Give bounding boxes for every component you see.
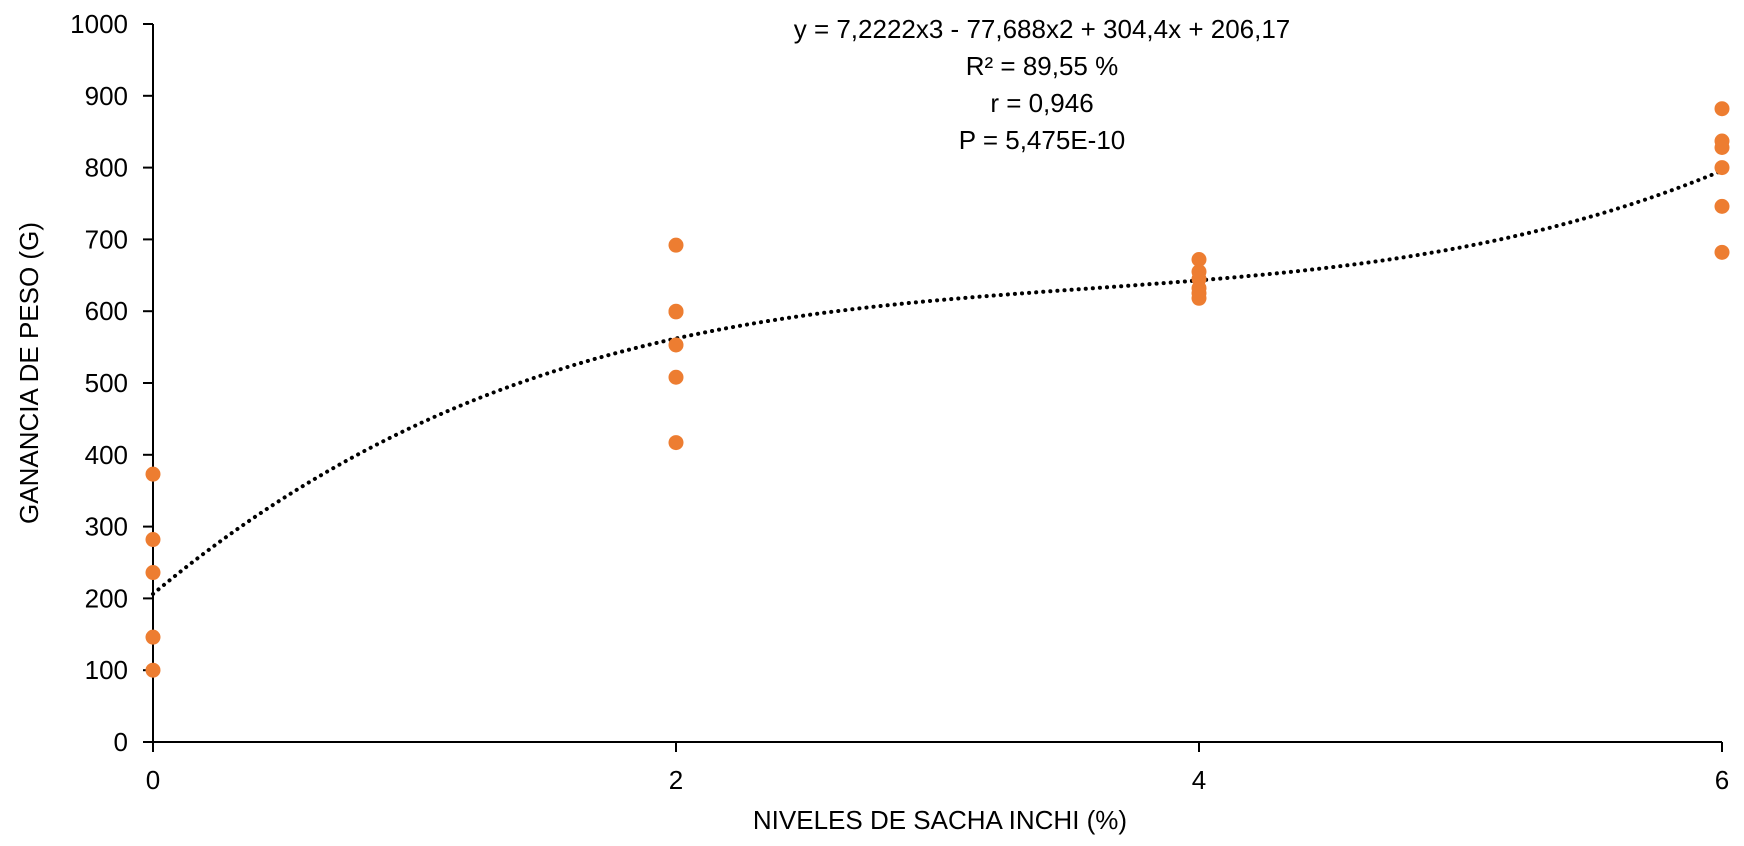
data-point: [1191, 252, 1207, 268]
data-point: [145, 466, 161, 482]
annotation-line: P = 5,475E-10: [959, 125, 1126, 155]
data-points: [145, 101, 1730, 678]
y-axis-ticks: 0 100 200 300 400 500 600 700 800 900 1000: [70, 9, 153, 757]
y-axis-title: GANANCIA DE PESO (G): [14, 222, 44, 524]
y-tick-label: 200: [85, 583, 128, 613]
y-tick-label: 1000: [70, 9, 128, 39]
x-tick-label: 2: [669, 765, 683, 795]
annotation-line: R² = 89,55 %: [966, 51, 1118, 81]
x-axis-ticks: 0 2 4 6: [146, 742, 1729, 795]
y-tick-label: 500: [85, 368, 128, 398]
y-tick-label: 100: [85, 655, 128, 685]
y-tick-label: 400: [85, 440, 128, 470]
y-tick-label: 800: [85, 153, 128, 183]
data-point: [1714, 160, 1730, 176]
trendline: [151, 168, 1724, 596]
data-point: [668, 237, 684, 253]
x-axis-title: NIVELES DE SACHA INCHI (%): [753, 805, 1127, 835]
data-point: [668, 337, 684, 353]
equation-annotations: y = 7,2222x3 - 77,688x2 + 304,4x + 206,1…: [794, 14, 1291, 155]
x-tick-label: 6: [1715, 765, 1729, 795]
x-tick-label: 4: [1192, 765, 1206, 795]
y-tick-label: 900: [85, 81, 128, 111]
data-point: [145, 532, 161, 548]
data-point: [145, 662, 161, 678]
axes: [152, 24, 1722, 743]
data-point: [145, 629, 161, 645]
annotation-line: r = 0,946: [990, 88, 1093, 118]
data-point: [1191, 290, 1207, 306]
y-tick-label: 300: [85, 512, 128, 542]
annotation-line: y = 7,2222x3 - 77,688x2 + 304,4x + 206,1…: [794, 14, 1291, 44]
data-point: [1714, 244, 1730, 260]
data-point: [1714, 139, 1730, 155]
y-tick-label: 700: [85, 224, 128, 254]
data-point: [1714, 101, 1730, 117]
y-tick-label: 600: [85, 296, 128, 326]
x-tick-label: 0: [146, 765, 160, 795]
y-tick-label: 0: [114, 727, 128, 757]
data-point: [145, 565, 161, 581]
data-point: [668, 304, 684, 320]
data-point: [1714, 198, 1730, 214]
data-point: [668, 369, 684, 385]
data-point: [668, 435, 684, 451]
